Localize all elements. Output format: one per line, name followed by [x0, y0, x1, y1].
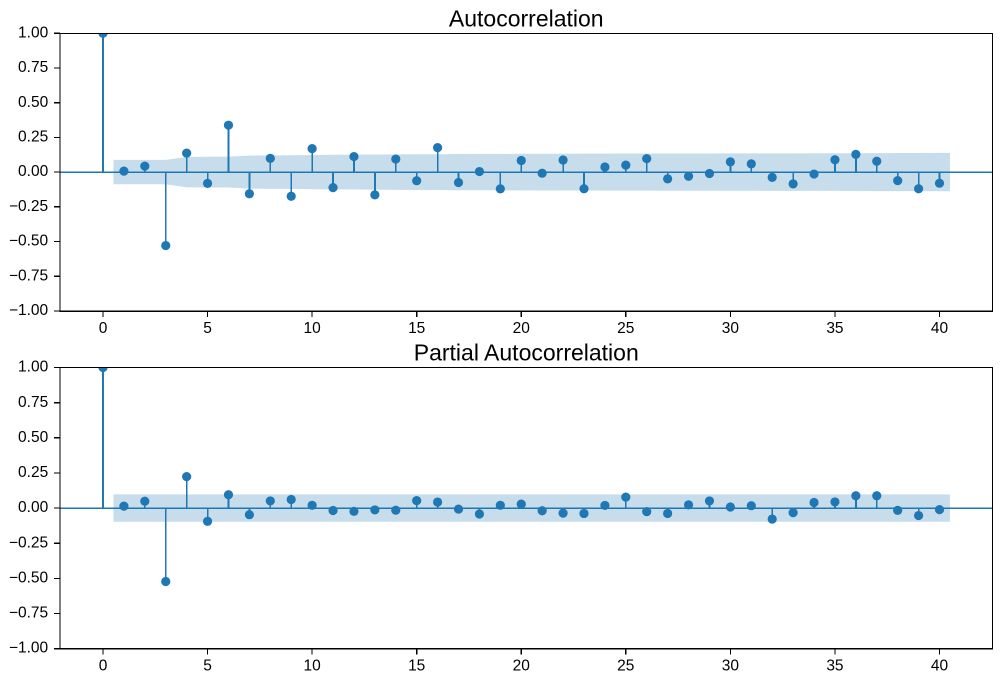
svg-text:35: 35: [826, 320, 843, 337]
svg-text:0: 0: [99, 320, 108, 337]
svg-text:30: 30: [722, 658, 740, 675]
svg-text:Partial Autocorrelation: Partial Autocorrelation: [414, 340, 639, 366]
svg-text:0.50: 0.50: [18, 94, 49, 111]
svg-text:40: 40: [931, 658, 949, 675]
svg-text:0.75: 0.75: [18, 394, 48, 411]
svg-text:−0.25: −0.25: [9, 198, 48, 215]
svg-text:−0.75: −0.75: [9, 267, 48, 284]
svg-text:0.00: 0.00: [18, 499, 49, 516]
svg-text:−1.00: −1.00: [9, 640, 49, 657]
svg-text:−1.00: −1.00: [9, 302, 49, 319]
svg-text:40: 40: [931, 320, 949, 337]
svg-text:10: 10: [303, 320, 321, 337]
svg-text:0: 0: [99, 658, 108, 675]
svg-text:30: 30: [722, 320, 740, 337]
svg-text:0.00: 0.00: [18, 163, 49, 180]
svg-text:−0.50: −0.50: [9, 569, 49, 586]
svg-text:25: 25: [617, 320, 634, 337]
svg-text:15: 15: [408, 320, 425, 337]
svg-text:20: 20: [513, 658, 531, 675]
svg-text:−0.50: −0.50: [9, 233, 49, 250]
svg-text:15: 15: [408, 658, 425, 675]
svg-text:35: 35: [826, 658, 843, 675]
svg-text:0.75: 0.75: [18, 59, 48, 76]
svg-text:−0.25: −0.25: [9, 534, 48, 551]
svg-text:10: 10: [303, 658, 321, 675]
svg-text:0.25: 0.25: [18, 128, 48, 145]
svg-text:5: 5: [203, 320, 212, 337]
svg-text:25: 25: [617, 658, 634, 675]
svg-text:Autocorrelation: Autocorrelation: [449, 6, 604, 32]
svg-text:20: 20: [513, 320, 531, 337]
svg-text:0.25: 0.25: [18, 464, 48, 481]
svg-text:−0.75: −0.75: [9, 605, 48, 622]
svg-text:1.00: 1.00: [18, 359, 49, 376]
svg-text:1.00: 1.00: [18, 24, 49, 41]
svg-text:0.50: 0.50: [18, 429, 49, 446]
svg-text:5: 5: [203, 658, 212, 675]
